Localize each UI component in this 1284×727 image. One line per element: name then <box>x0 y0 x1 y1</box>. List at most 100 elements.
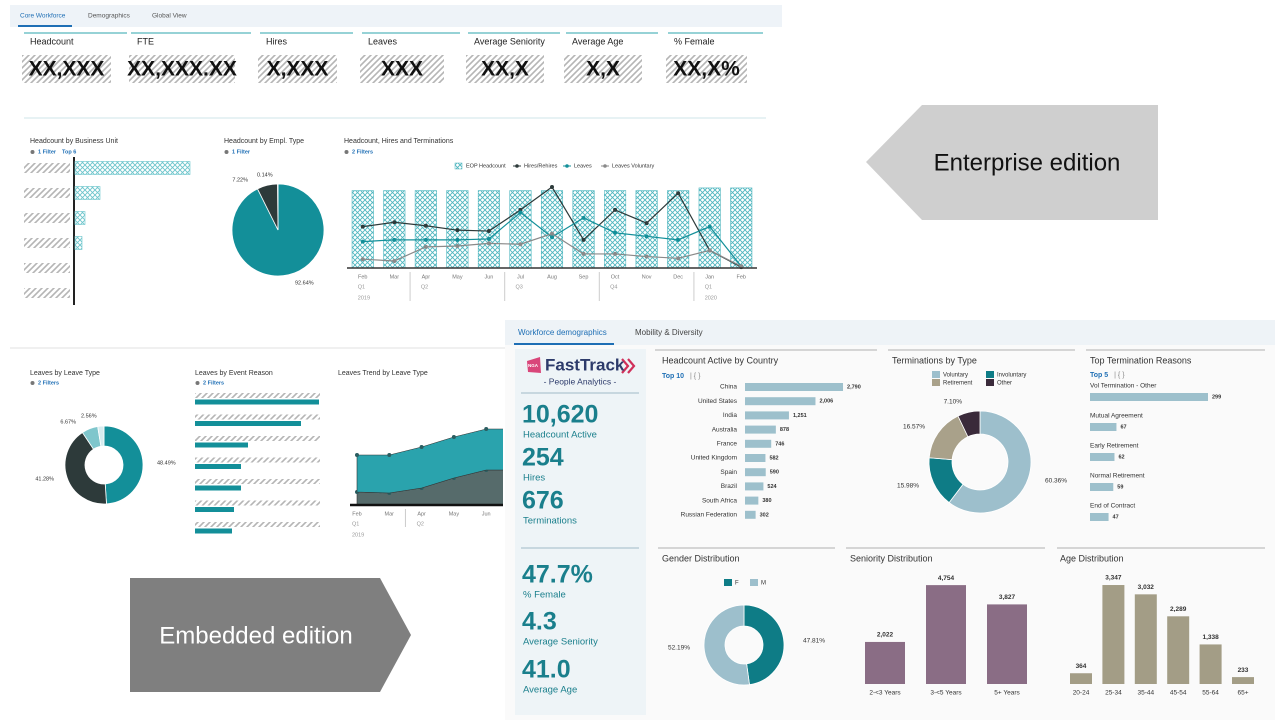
value-label: 47.81% <box>803 638 825 645</box>
tab[interactable]: Core Workforce <box>20 13 66 20</box>
value-label: 2,289 <box>1170 606 1187 613</box>
bar <box>987 604 1027 684</box>
bar <box>745 482 763 490</box>
value-label: 60.36% <box>1045 478 1067 485</box>
value-label: 47 <box>1113 514 1119 520</box>
value-label: 4,754 <box>938 575 955 582</box>
quarter-label: Q1 <box>352 521 359 527</box>
chart-top[interactable]: Top 5 <box>1090 372 1108 379</box>
kpi-label: Average Seniority <box>474 36 545 46</box>
kpi-label: Headcount <box>30 36 74 46</box>
point <box>424 245 428 249</box>
bar <box>415 191 436 268</box>
quarter-label: Q1 <box>358 284 365 290</box>
label-placeholder <box>195 436 320 441</box>
point <box>424 238 428 242</box>
value-label: 233 <box>1238 667 1249 674</box>
tab[interactable]: Mobility & Diversity <box>635 328 703 337</box>
tab[interactable]: Demographics <box>88 13 131 20</box>
point <box>582 252 586 256</box>
bar <box>75 162 190 175</box>
x-tick-label: Apr <box>422 274 431 280</box>
value-label: 3,827 <box>999 594 1016 601</box>
x-tick-label: Feb <box>358 274 367 280</box>
chart-filters[interactable]: 2 Filters <box>203 380 224 386</box>
point <box>392 220 396 224</box>
label-placeholder <box>195 501 320 506</box>
bar <box>541 191 562 268</box>
kpi-value: X,X <box>586 58 620 81</box>
x-tick-label: Oct <box>611 274 620 280</box>
legend-label: Other <box>997 381 1012 387</box>
legend-swatch <box>455 163 462 169</box>
point <box>550 185 554 189</box>
quarter-label: Q2 <box>421 284 428 290</box>
bar <box>1167 616 1189 684</box>
legend-swatch <box>986 371 994 378</box>
value-label: 590 <box>770 470 779 476</box>
point <box>361 240 365 244</box>
chart-filters[interactable]: 1 Filter <box>232 149 251 155</box>
chart-title: Headcount Active by Country <box>662 355 779 365</box>
point <box>645 255 649 259</box>
value-label: 62 <box>1118 454 1124 460</box>
category-label: United Kingdom <box>691 455 737 462</box>
kpi-label: Headcount Active <box>523 430 597 441</box>
value-label: 59 <box>1117 484 1123 490</box>
logo-tagline: - People Analytics - <box>544 376 617 386</box>
point <box>455 228 459 232</box>
point <box>708 248 712 252</box>
point <box>361 257 365 261</box>
chart-controls[interactable]: | { } <box>690 373 701 380</box>
point <box>392 238 396 242</box>
legend-label: Hires/Rehires <box>524 163 558 169</box>
x-tick-label: 5+ Years <box>994 690 1020 697</box>
kpi-label: Hires <box>266 36 288 46</box>
point <box>676 191 680 195</box>
x-tick-label: May <box>449 511 460 517</box>
x-tick-label: Sep <box>579 274 589 280</box>
chart-controls[interactable]: | { } <box>1114 372 1125 379</box>
point <box>645 234 649 238</box>
kpi-label: Leaves <box>368 36 398 46</box>
x-tick-label: Jun <box>484 274 493 280</box>
point <box>582 238 586 242</box>
x-tick-label: 2-<3 Years <box>869 690 901 697</box>
tab[interactable]: Workforce demographics <box>518 328 607 337</box>
chart-filters[interactable]: 2 Filters <box>352 149 373 155</box>
point <box>676 238 680 242</box>
kpi-value: XX,X% <box>673 58 740 81</box>
bar <box>195 400 319 405</box>
x-tick-label: Aug <box>547 274 557 280</box>
category-label: Spain <box>720 469 737 476</box>
category-label: Vol Termination - Other <box>1090 383 1157 390</box>
tab[interactable]: Global View <box>152 13 187 20</box>
bar <box>195 529 232 534</box>
filter-icon <box>31 150 35 154</box>
value-label: 52.19% <box>668 645 690 652</box>
value-label: 15.98% <box>897 483 919 490</box>
chart-top[interactable]: Top 10 <box>662 373 684 380</box>
chart-filters[interactable]: 1 Filter <box>38 149 57 155</box>
kpi-value: XX,X <box>481 58 529 81</box>
filter-icon <box>345 150 349 154</box>
chart-top[interactable]: Top 6 <box>62 149 76 155</box>
value-label: 302 <box>760 512 769 518</box>
value-label: 524 <box>767 484 777 490</box>
value-label: 67 <box>1120 424 1126 430</box>
legend-label: Voluntary <box>943 373 968 379</box>
x-tick-label: Apr <box>417 511 426 517</box>
bar <box>195 421 301 426</box>
value-label: 582 <box>769 455 778 461</box>
bar <box>745 468 766 476</box>
tab-bar <box>505 320 1275 345</box>
x-tick-label: Feb <box>736 274 745 280</box>
legend-label: Retirement <box>943 381 973 387</box>
point <box>424 224 428 228</box>
category-label: End of Contract <box>1090 503 1135 510</box>
legend-label: Leaves <box>574 163 592 169</box>
x-tick-label: Jul <box>517 274 524 280</box>
chart-filters[interactable]: 2 Filters <box>38 380 59 386</box>
kpi-value: 676 <box>522 487 564 515</box>
kpi-value: 10,620 <box>522 401 598 429</box>
